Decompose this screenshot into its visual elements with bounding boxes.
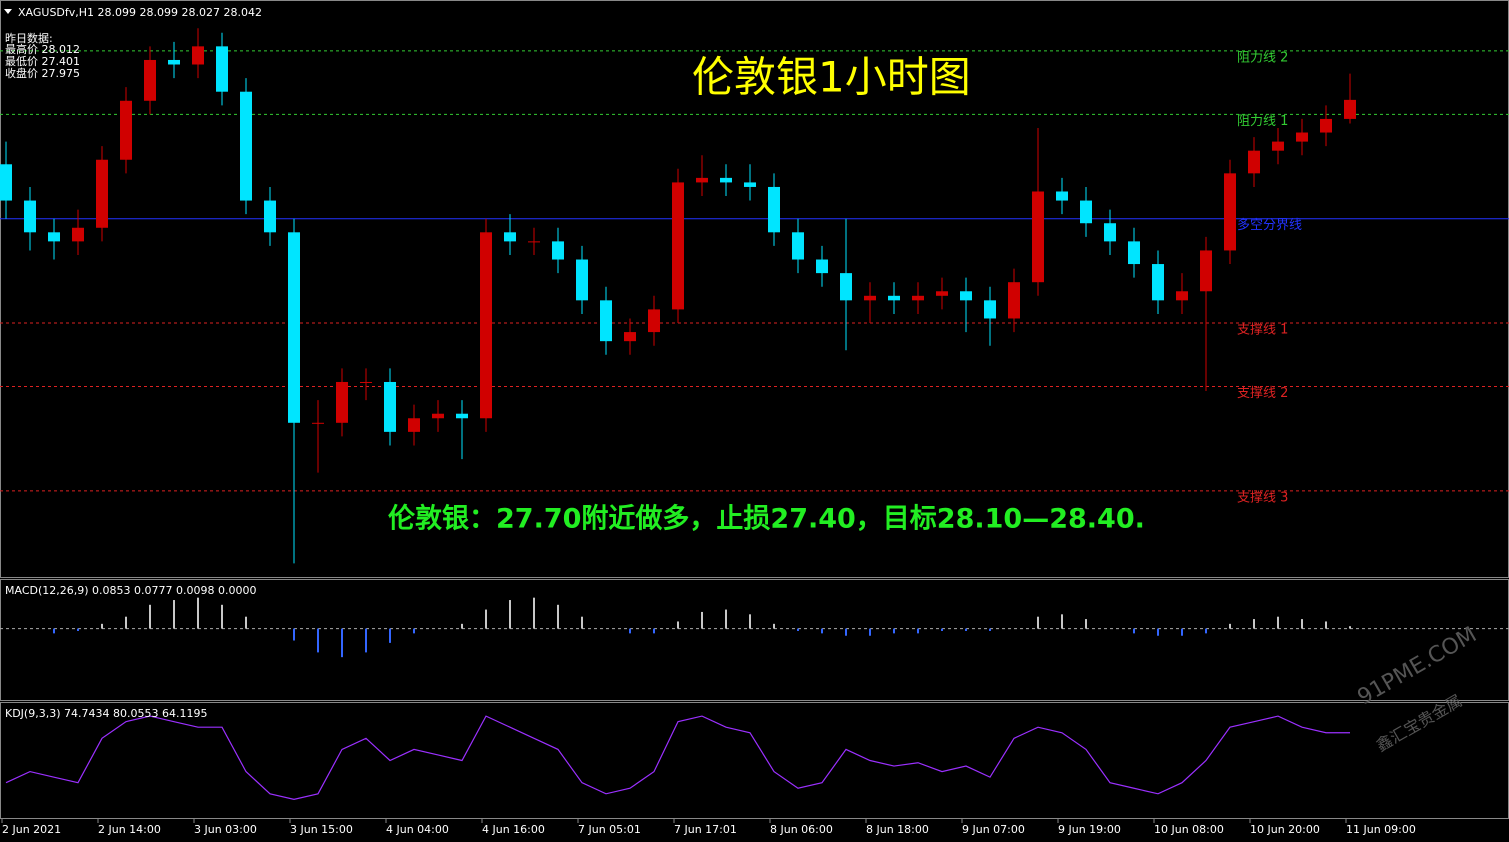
candle-body (912, 295, 924, 301)
candle-body (696, 177, 708, 183)
symbol-info: XAGUSDfv,H1 28.099 28.099 28.027 28.042 (18, 6, 262, 19)
candle-body (1296, 132, 1308, 142)
candle-body (1008, 282, 1020, 319)
x-tick-label: 10 Jun 08:00 (1154, 823, 1224, 836)
x-tick-label: 2 Jun 14:00 (98, 823, 161, 836)
candle-body (72, 227, 84, 242)
candle-body (408, 418, 420, 432)
candle-body (744, 182, 756, 187)
level-label: 支撑线 3 (1237, 490, 1288, 505)
candle-body (264, 200, 276, 233)
candle-body (0, 164, 12, 201)
level-label: 阻力线 1 (1237, 114, 1288, 129)
candle-body (720, 177, 732, 183)
candle-body (336, 381, 348, 423)
candle-body (840, 273, 852, 301)
menu-arrow[interactable] (4, 9, 12, 14)
candle-body (1200, 250, 1212, 292)
candle-body (672, 182, 684, 310)
x-tick-label: 2 Jun 2021 (2, 823, 61, 836)
candle-body (1272, 141, 1284, 151)
candle-body (1152, 264, 1164, 301)
x-tick-label: 7 Jun 17:01 (674, 823, 737, 836)
candle-body (456, 413, 468, 419)
candle-body (648, 309, 660, 333)
candle-body (1344, 99, 1356, 119)
x-tick-label: 3 Jun 15:00 (290, 823, 353, 836)
kdj-label: KDJ(9,3,3) 74.7434 80.0553 64.1195 (5, 707, 207, 720)
candle-body (504, 232, 516, 242)
watermark: 91PME.COM (1354, 622, 1482, 710)
level-label: 支撑线 2 (1237, 386, 1288, 401)
candle-body (192, 46, 204, 65)
yesterday-high: 最高价 28.012 (5, 42, 80, 56)
candle-body (600, 300, 612, 342)
candle-body (1176, 291, 1188, 301)
annotation: 伦敦银：27.70附近做多，止损27.40，目标28.10—28.40. (388, 503, 1145, 535)
candle-body (288, 232, 300, 423)
x-tick-label: 4 Jun 16:00 (482, 823, 545, 836)
candle-body (768, 186, 780, 233)
level-label: 支撑线 1 (1237, 323, 1288, 338)
candle-body (528, 241, 540, 243)
yesterday-close: 收盘价 27.975 (5, 66, 80, 80)
candle-body (1056, 191, 1068, 201)
x-tick-label: 4 Jun 04:00 (386, 823, 449, 836)
candle-body (1104, 223, 1116, 242)
candle-body (1128, 241, 1140, 265)
level-label: 多空分界线 (1237, 217, 1302, 233)
candle-body (936, 291, 948, 296)
kdj-line (5, 715, 1350, 800)
candle-body (864, 295, 876, 301)
candle-body (552, 241, 564, 260)
chart-title: 伦敦银1小时图 (692, 53, 971, 102)
candle-body (792, 232, 804, 260)
candle-body (1248, 150, 1260, 174)
candle-body (360, 381, 372, 383)
candle-body (1032, 191, 1044, 283)
candle-body (624, 332, 636, 342)
candle-body (432, 413, 444, 419)
candle-body (48, 232, 60, 242)
candle-body (168, 59, 180, 65)
candle-body (960, 291, 972, 301)
x-tick-label: 8 Jun 06:00 (770, 823, 833, 836)
candle-body (1080, 200, 1092, 224)
candle-body (1320, 118, 1332, 133)
x-tick-label: 3 Jun 03:00 (194, 823, 257, 836)
candle-body (816, 259, 828, 274)
macd-label: MACD(12,26,9) 0.0853 0.0777 0.0098 0.000… (5, 584, 257, 597)
candle-body (480, 232, 492, 419)
yesterday-label: 昨日数据: (5, 31, 53, 45)
candle-body (144, 59, 156, 101)
candle-body (384, 381, 396, 432)
candle-body (24, 200, 36, 233)
x-tick-label: 9 Jun 19:00 (1058, 823, 1121, 836)
candle-body (576, 259, 588, 301)
candle-body (120, 100, 132, 160)
x-tick-label: 9 Jun 07:00 (962, 823, 1025, 836)
kdj-panel (0, 702, 1509, 819)
candle-body (888, 295, 900, 301)
level-label: 阻力线 2 (1237, 50, 1288, 65)
x-tick-label: 10 Jun 20:00 (1250, 823, 1320, 836)
candle-body (240, 91, 252, 201)
candle-body (984, 300, 996, 319)
yesterday-low: 最低价 27.401 (5, 55, 80, 68)
candle-body (312, 422, 324, 424)
candle-body (1224, 173, 1236, 251)
x-tick-label: 8 Jun 18:00 (866, 823, 929, 836)
candle-body (96, 159, 108, 228)
x-tick-label: 11 Jun 09:00 (1346, 823, 1416, 836)
candle-body (216, 46, 228, 92)
x-tick-label: 7 Jun 05:01 (578, 823, 641, 836)
macd-panel (0, 579, 1509, 701)
